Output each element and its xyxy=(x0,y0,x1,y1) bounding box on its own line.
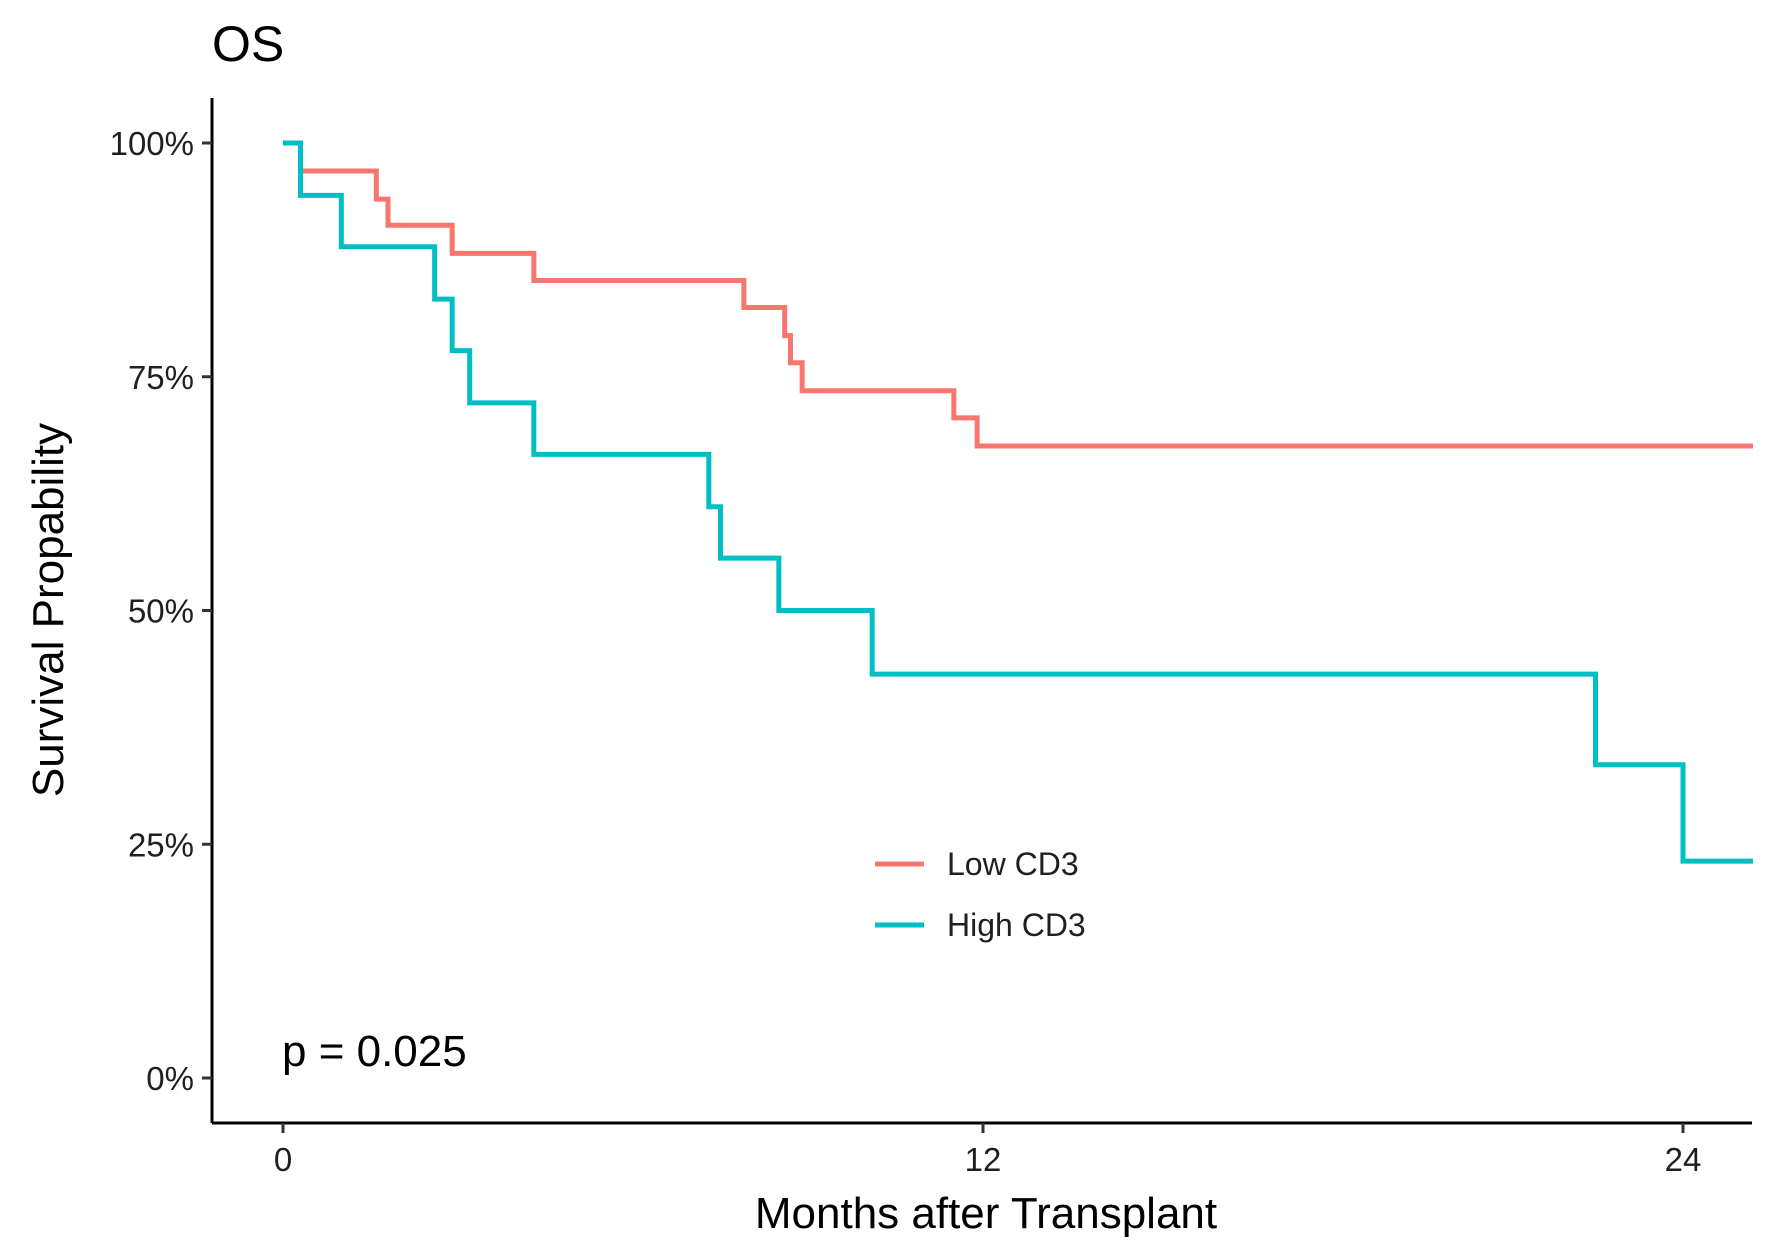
survival-curve-low-cd3 xyxy=(283,140,1753,449)
survival-curves xyxy=(283,140,1753,864)
axes xyxy=(210,98,1752,1125)
y-tick-label: 25% xyxy=(128,826,194,863)
x-tick-label: 24 xyxy=(1665,1141,1702,1178)
legend-label: High CD3 xyxy=(947,907,1086,943)
p-value-annotation: p = 0.025 xyxy=(282,1027,467,1076)
y-axis-title: Survival Propability xyxy=(24,423,73,797)
survival-curve-high-cd3 xyxy=(283,140,1753,864)
x-tick-label: 12 xyxy=(965,1141,1002,1178)
legend-label: Low CD3 xyxy=(947,846,1079,882)
legend: Low CD3 High CD3 xyxy=(875,846,1086,943)
x-tick-label: 0 xyxy=(274,1141,292,1178)
y-tick-label: 100% xyxy=(110,125,194,162)
x-axis-title: Months after Transplant xyxy=(755,1189,1217,1238)
y-tick-label: 75% xyxy=(128,359,194,396)
y-tick-label: 50% xyxy=(128,593,194,630)
axis-ticks: 0% 25% 50% 75% 100% 0 12 24 xyxy=(110,125,1702,1178)
y-tick-label: 0% xyxy=(146,1060,194,1097)
chart-title: OS xyxy=(212,16,284,72)
